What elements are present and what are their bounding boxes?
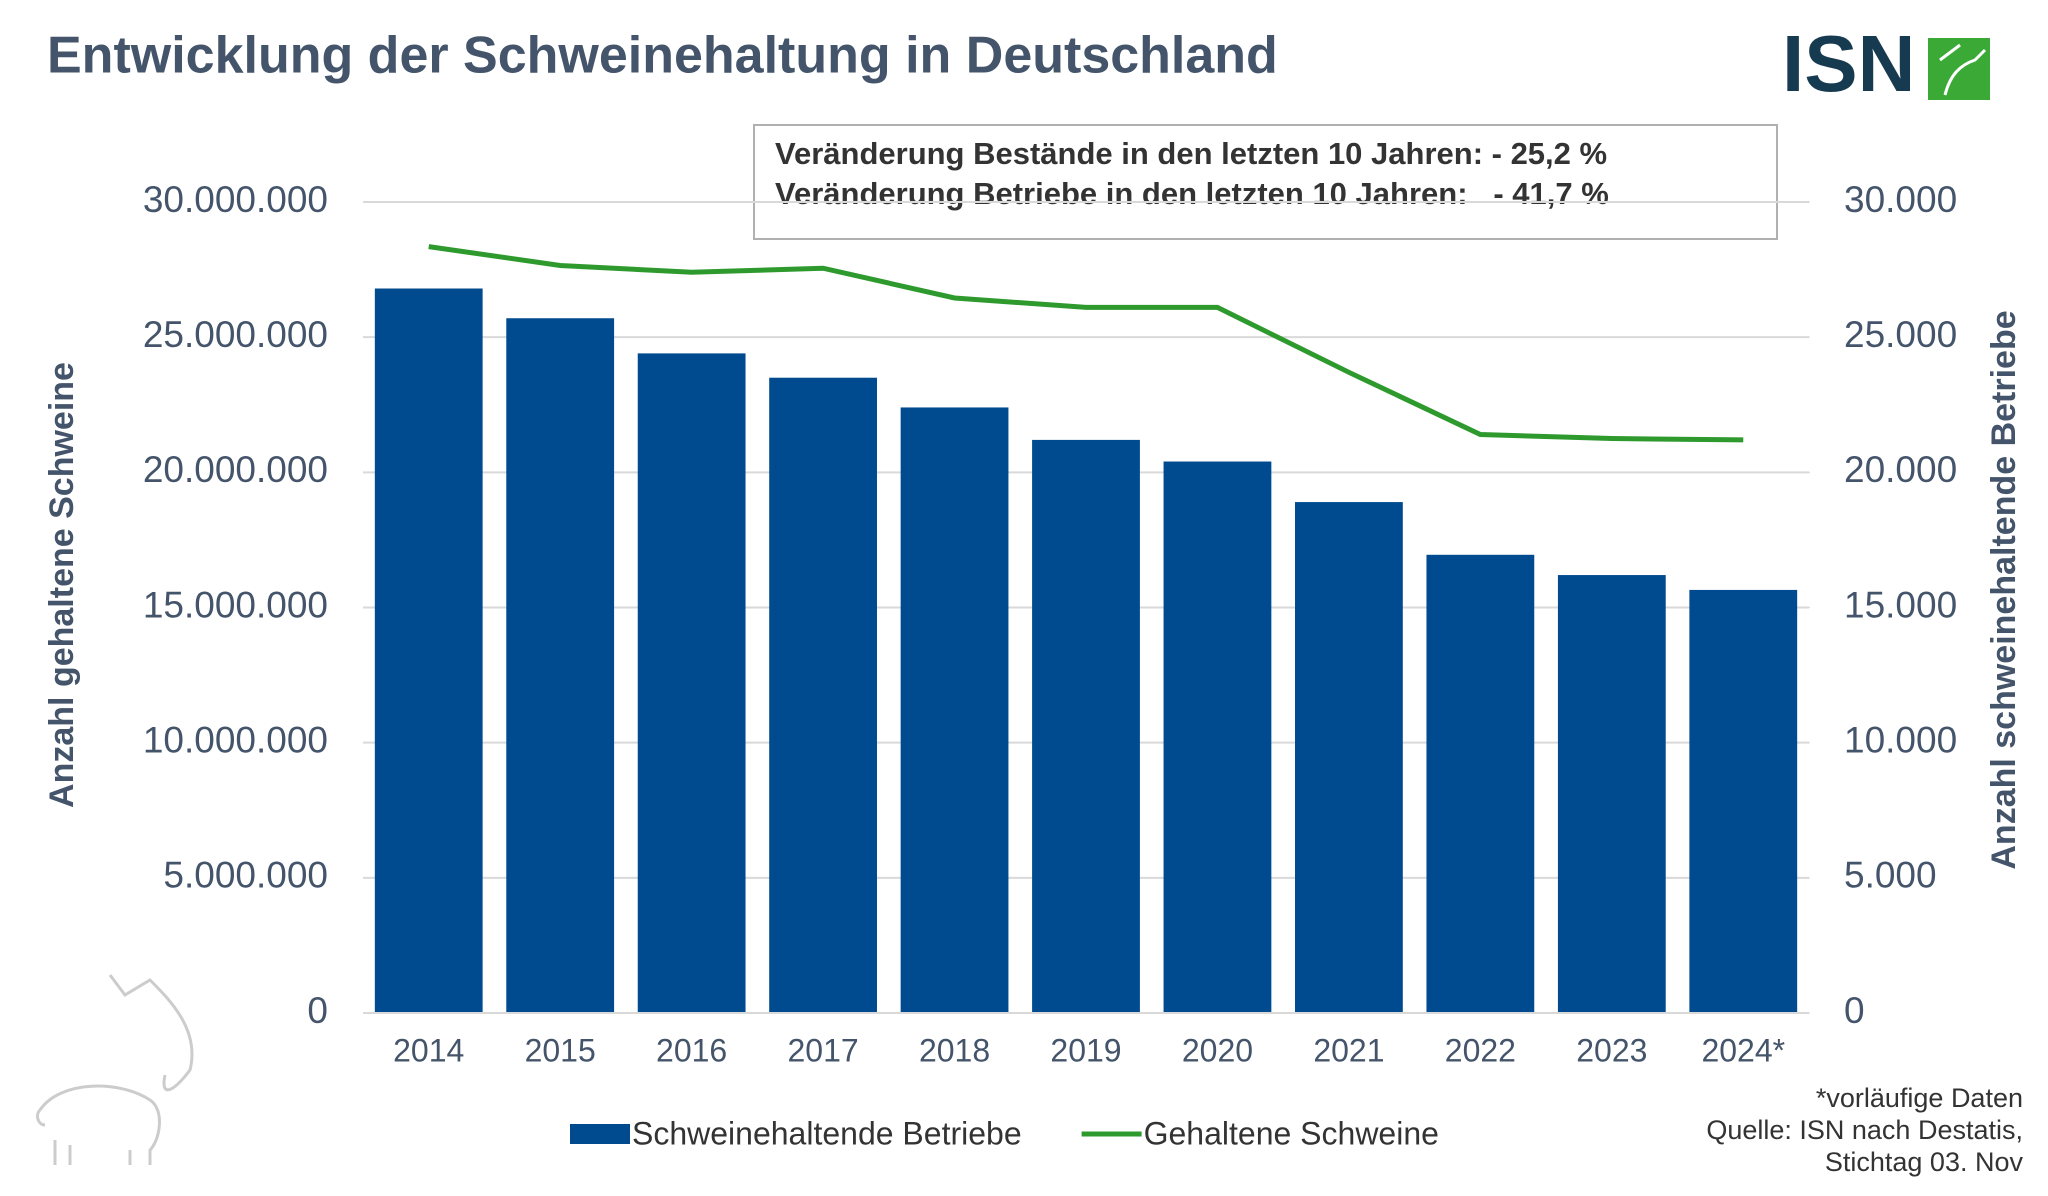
x-tick-label: 2015 — [525, 1032, 596, 1068]
bar — [1295, 502, 1403, 1013]
y2-tick-label: 0 — [1844, 990, 1865, 1031]
bar — [1689, 589, 1798, 1013]
chart-title: Entwicklung der Schweinehaltung in Deuts… — [47, 27, 1278, 85]
x-tick-label: 2024* — [1701, 1032, 1785, 1068]
bar — [769, 377, 877, 1013]
y-axis-label: Anzahl gehaltene Schweine — [43, 362, 81, 808]
bar — [1032, 439, 1140, 1014]
y2-axis-label: Anzahl schweinehaltende Betriebe — [1985, 310, 2023, 869]
y-tick-label: 30.000.000 — [143, 179, 328, 220]
x-tick-label: 2023 — [1576, 1032, 1647, 1068]
annotation: Veränderung Betriebe in den letzten 10 J… — [775, 176, 1609, 211]
x-tick-label: 2014 — [393, 1032, 464, 1068]
bar — [374, 288, 483, 1013]
x-tick-label: 2016 — [656, 1032, 727, 1068]
footnote: Quelle: ISN nach Destatis, — [1706, 1115, 2023, 1145]
bar — [637, 353, 746, 1013]
y-tick-label: 5.000.000 — [163, 855, 328, 896]
x-tick-label: 2018 — [919, 1032, 990, 1068]
y2-tick-label: 15.000 — [1844, 584, 1957, 625]
y2-tick-label: 20.000 — [1844, 449, 1957, 490]
x-tick-label: 2022 — [1445, 1032, 1516, 1068]
logo-text: ISN — [1782, 19, 1915, 108]
y-tick-label: 25.000.000 — [143, 314, 328, 355]
logo-pig — [1939, 43, 1987, 96]
y-tick-label: 0 — [307, 990, 328, 1031]
y2-tick-label: 25.000 — [1844, 314, 1957, 355]
y2-tick-label: 5.000 — [1844, 855, 1937, 896]
legend-label: Schweinehaltende Betriebe — [632, 1115, 1022, 1151]
y2-tick-label: 30.000 — [1844, 179, 1957, 220]
bar — [900, 407, 1009, 1013]
x-tick-label: 2017 — [787, 1032, 858, 1068]
x-tick-label: 2019 — [1050, 1032, 1121, 1068]
footnote: Stichtag 03. Nov — [1825, 1147, 2024, 1177]
bar — [1426, 554, 1535, 1013]
y-tick-label: 10.000.000 — [143, 719, 328, 760]
legend-swatch — [570, 1124, 630, 1144]
bar — [1163, 461, 1272, 1013]
legend-label: Gehaltene Schweine — [1144, 1115, 1439, 1151]
footnote: *vorläufige Daten — [1816, 1083, 2023, 1113]
y-tick-label: 20.000.000 — [143, 449, 328, 490]
y2-tick-label: 10.000 — [1844, 719, 1957, 760]
bar — [1557, 575, 1666, 1013]
bar — [506, 318, 615, 1013]
x-tick-label: 2020 — [1182, 1032, 1253, 1068]
annotation-box — [753, 124, 1778, 240]
pig-icon — [36, 974, 194, 1165]
x-tick-label: 2021 — [1313, 1032, 1384, 1068]
y-tick-label: 15.000.000 — [143, 584, 328, 625]
line — [428, 244, 1744, 443]
annotation: Veränderung Bestände in den letzten 10 J… — [775, 136, 1607, 171]
